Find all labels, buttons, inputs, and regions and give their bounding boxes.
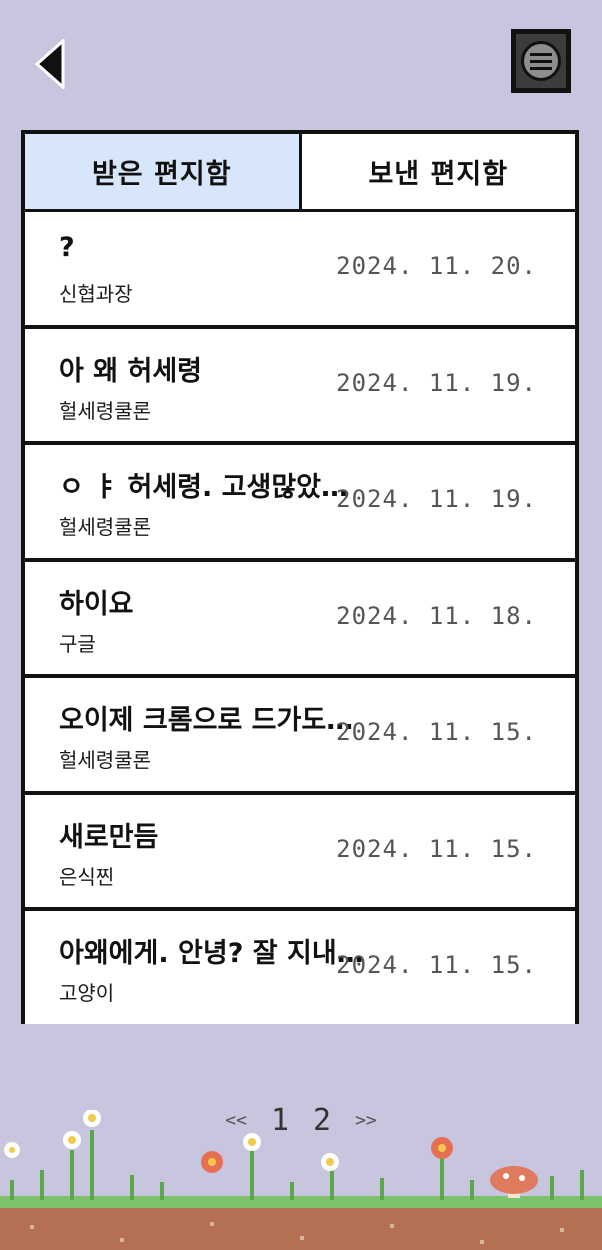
message-date: 2024. 11. 20.: [336, 252, 537, 280]
back-button[interactable]: [30, 38, 70, 90]
pagination: << 1 2 >>: [0, 1098, 602, 1142]
message-row[interactable]: 오이제 크롬으로 드가도… 헐세령쿨론 2024. 11. 15.: [25, 678, 575, 791]
message-row[interactable]: 하이요 구글 2024. 11. 18.: [25, 561, 575, 674]
message-sender: 고양이: [59, 981, 115, 1005]
message-sender: 구글: [59, 631, 96, 656]
message-sender: 헐세령쿨론: [59, 748, 151, 772]
message-date: 2024. 11. 19.: [336, 485, 537, 513]
message-date: 2024. 11. 18.: [336, 601, 537, 630]
message-row[interactable]: ㅇ ㅑ 허세령. 고생많았… 헐세령쿨론 2024. 11. 19.: [25, 445, 575, 558]
top-bar: [0, 0, 602, 120]
message-row[interactable]: 새로만듬 은식찐 2024. 11. 15.: [25, 794, 575, 907]
tab-sent[interactable]: 보낸 편지함: [301, 134, 575, 209]
page-2-button[interactable]: 2: [313, 1102, 332, 1138]
next-page-button[interactable]: >>: [355, 1109, 377, 1131]
flower-icon: [4, 1110, 453, 1173]
menu-button[interactable]: [511, 29, 571, 93]
tab-inbox[interactable]: 받은 편지함: [25, 134, 299, 209]
prev-page-button[interactable]: <<: [225, 1109, 247, 1131]
garden-decoration: [0, 1110, 602, 1250]
mailbox-panel: 받은 편지함 보낸 편지함 ? 신협과장 2024. 11. 20. 아 왜 허…: [21, 130, 579, 1024]
message-row[interactable]: 아왜에게. 안녕? 잘 지내… 고양이 2024. 11. 15.: [25, 911, 575, 1024]
message-sender: 은식찐: [59, 864, 115, 889]
message-sender: 신협과장: [59, 282, 133, 306]
message-date: 2024. 11. 15.: [336, 951, 537, 979]
mailbox-tabs: 받은 편지함 보낸 편지함: [25, 134, 575, 209]
message-row[interactable]: 아 왜 허세령 헐세령쿨론 2024. 11. 19.: [25, 328, 575, 441]
message-date: 2024. 11. 19.: [336, 368, 537, 397]
message-row[interactable]: ? 신협과장 2024. 11. 20.: [25, 212, 575, 325]
hamburger-menu-icon: [521, 41, 561, 81]
message-sender: 헐세령쿨론: [59, 515, 151, 539]
message-date: 2024. 11. 15.: [336, 834, 537, 863]
page-1-button[interactable]: 1: [270, 1102, 289, 1138]
message-sender: 헐세령쿨론: [59, 398, 151, 423]
message-list: ? 신협과장 2024. 11. 20. 아 왜 허세령 헐세령쿨론 2024.…: [25, 212, 575, 1024]
mushroom-icon: [490, 1166, 538, 1198]
message-date: 2024. 11. 15.: [336, 718, 537, 746]
back-arrow-icon: [34, 39, 65, 89]
